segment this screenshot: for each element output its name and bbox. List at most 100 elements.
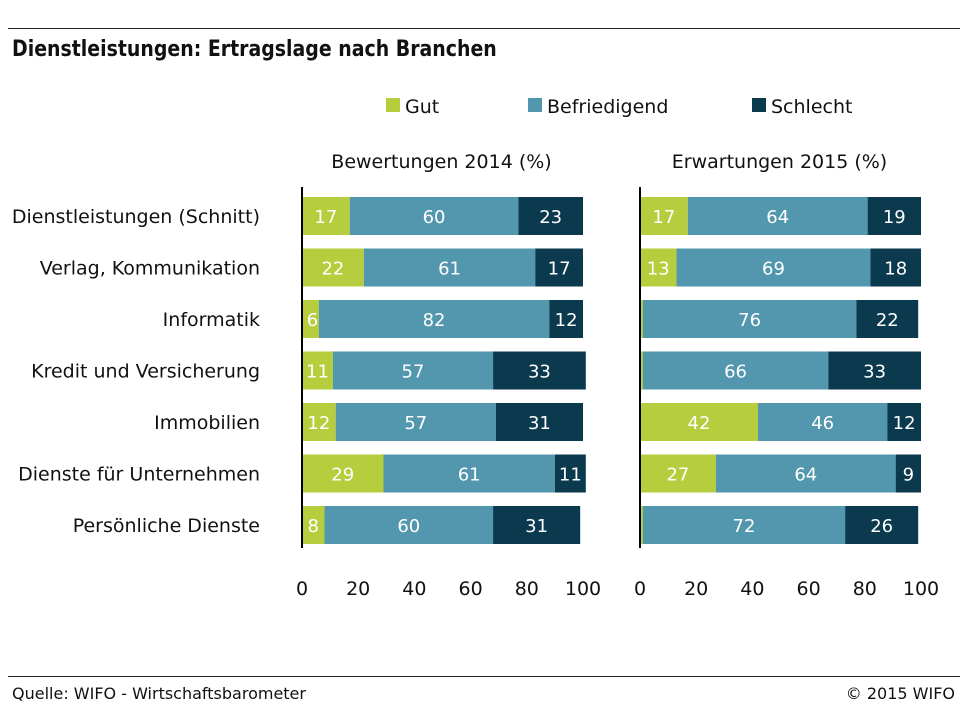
page-title: Dienstleistungen: Ertragslage nach Branc… — [12, 37, 497, 62]
legend-label-gut: Gut — [405, 96, 439, 118]
bar-schlecht-pers-nliche-dienste — [845, 506, 919, 544]
x-tick-label: 100 — [903, 578, 939, 600]
bar-gut-dienste-f-r-unternehmen — [302, 454, 384, 493]
bar-gut-verlag-kommunikation — [640, 248, 677, 287]
bar-value-label: 57 — [402, 362, 425, 383]
bar-value-label: 42 — [688, 413, 711, 434]
bar-schlecht-dienste-f-r-unternehmen — [895, 454, 921, 493]
legend-label-schlecht: Schlecht — [771, 96, 852, 118]
bar-befriedigend-dienste-f-r-unternehmen — [715, 454, 896, 493]
bar-value-label: 17 — [652, 207, 675, 228]
x-tick-label: 100 — [565, 578, 601, 600]
bar-value-label: 12 — [307, 413, 330, 434]
bar-befriedigend-kredit-und-versicherung — [332, 351, 494, 390]
bar-schlecht-dienste-f-r-unternehmen — [554, 454, 586, 493]
x-tick-label: 40 — [402, 578, 426, 600]
bar-befriedigend-immobilien — [335, 403, 496, 441]
bar-befriedigend-verlag-kommunikation — [676, 248, 871, 287]
bar-value-label: 13 — [647, 259, 670, 280]
bar-value-label: 22 — [876, 310, 899, 331]
category-label: Persönliche Dienste — [73, 515, 260, 537]
x-tick-label: 0 — [634, 578, 646, 600]
bar-gut-immobilien — [640, 403, 759, 441]
bar-value-label: 6 — [307, 310, 318, 331]
x-tick-label: 0 — [296, 578, 308, 600]
bar-value-label: 33 — [528, 362, 551, 383]
category-label: Immobilien — [154, 412, 260, 434]
bar-befriedigend-dienstleistungen-schnitt — [687, 197, 868, 235]
bar-value-label: 26 — [870, 516, 893, 537]
bar-value-label: 82 — [423, 310, 446, 331]
bar-value-label: 11 — [559, 465, 582, 486]
bar-value-label: 33 — [863, 362, 886, 383]
bar-value-label: 12 — [893, 413, 916, 434]
x-tick-label: 80 — [515, 578, 539, 600]
bar-befriedigend-kredit-und-versicherung — [642, 351, 829, 390]
bar-value-label: 72 — [733, 516, 756, 537]
bar-schlecht-immobilien — [495, 403, 583, 441]
bar-befriedigend-informatik — [318, 300, 550, 338]
x-tick-label: 20 — [346, 578, 370, 600]
bar-befriedigend-pers-nliche-dienste — [642, 506, 846, 544]
legend-swatch-schlecht — [752, 98, 766, 112]
bar-value-label: 76 — [738, 310, 761, 331]
x-tick-label: 20 — [684, 578, 708, 600]
bar-value-label: 8 — [308, 516, 319, 537]
bar-gut-informatik — [640, 300, 643, 338]
bar-value-label: 61 — [438, 259, 461, 280]
bar-value-label: 64 — [794, 465, 817, 486]
bar-schlecht-pers-nliche-dienste — [493, 506, 581, 544]
bar-schlecht-kredit-und-versicherung — [828, 351, 921, 390]
bar-value-label: 12 — [555, 310, 578, 331]
bottom-rule — [8, 676, 960, 677]
bar-schlecht-verlag-kommunikation — [535, 248, 583, 287]
x-tick-label: 40 — [740, 578, 764, 600]
bar-befriedigend-verlag-kommunikation — [363, 248, 536, 287]
bar-schlecht-informatik — [856, 300, 919, 338]
bar-value-label: 31 — [528, 413, 551, 434]
legend-swatch-gut — [386, 98, 400, 112]
bar-befriedigend-dienstleistungen-schnitt — [349, 197, 519, 235]
bar-value-label: 22 — [321, 259, 344, 280]
bar-gut-kredit-und-versicherung — [302, 351, 333, 390]
x-tick-label: 80 — [853, 578, 877, 600]
bar-value-label: 18 — [884, 259, 907, 280]
bar-value-label: 17 — [548, 259, 571, 280]
bar-value-label: 69 — [762, 259, 785, 280]
bar-value-label: 60 — [397, 516, 420, 537]
bar-value-label: 64 — [766, 207, 789, 228]
bar-gut-kredit-und-versicherung — [640, 351, 643, 390]
bar-value-label: 11 — [306, 362, 329, 383]
bar-value-label: 17 — [314, 207, 337, 228]
bar-gut-pers-nliche-dienste — [640, 506, 643, 544]
category-label: Dienste für Unternehmen — [18, 464, 260, 486]
bar-gut-dienste-f-r-unternehmen — [640, 454, 716, 493]
bar-befriedigend-informatik — [642, 300, 857, 338]
bar-value-label: 61 — [458, 465, 481, 486]
bar-value-label: 31 — [525, 516, 548, 537]
x-tick-label: 60 — [797, 578, 821, 600]
bar-schlecht-kredit-und-versicherung — [493, 351, 586, 390]
panel-title-2: Erwartungen 2015 (%) — [672, 151, 887, 173]
bar-schlecht-dienstleistungen-schnitt — [867, 197, 921, 235]
bar-value-label: 57 — [404, 413, 427, 434]
category-label: Kredit und Versicherung — [31, 361, 260, 383]
top-rule — [8, 28, 960, 29]
bar-value-label: 29 — [331, 465, 354, 486]
legend-label-befriedigend: Befriedigend — [547, 96, 668, 118]
source-note: Quelle: WIFO - Wirtschaftsbarometer — [12, 684, 306, 703]
bar-value-label: 9 — [903, 465, 914, 486]
bar-schlecht-immobilien — [887, 403, 921, 441]
bar-schlecht-dienstleistungen-schnitt — [518, 197, 583, 235]
bar-gut-dienstleistungen-schnitt — [302, 197, 350, 235]
x-tick-label: 60 — [459, 578, 483, 600]
legend-swatch-befriedigend — [528, 98, 542, 112]
bar-value-label: 66 — [724, 362, 747, 383]
bar-gut-informatik — [302, 300, 319, 338]
category-label: Verlag, Kommunikation — [40, 258, 260, 280]
bar-gut-immobilien — [302, 403, 336, 441]
bar-befriedigend-pers-nliche-dienste — [324, 506, 494, 544]
bar-gut-dienstleistungen-schnitt — [640, 197, 688, 235]
bar-value-label: 23 — [539, 207, 562, 228]
